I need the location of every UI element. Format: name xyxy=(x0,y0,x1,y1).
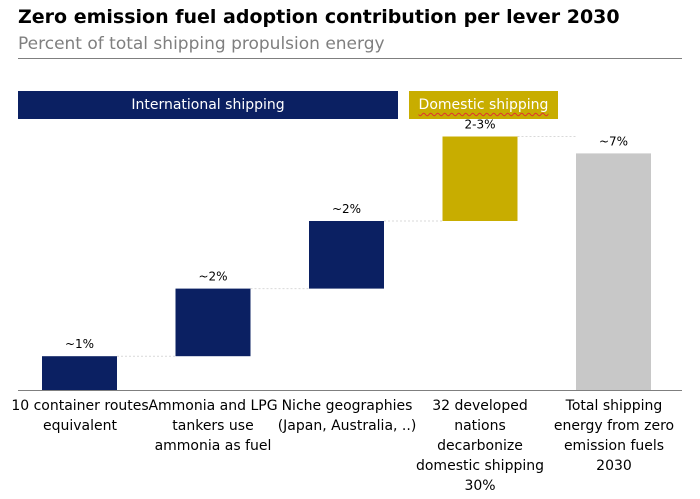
bar-niche-geographies xyxy=(309,221,384,289)
data-label-total: ~7% xyxy=(599,134,628,148)
bar-developed-nations xyxy=(442,136,518,221)
category-label-developed-nations: 32 developed nations decarbonize domesti… xyxy=(415,398,544,494)
category-label-niche-geographies: Niche geographies (Japan, Australia, ..) xyxy=(277,398,417,434)
data-label-container-routes: ~1% xyxy=(65,337,94,351)
category-label-container-routes: 10 container routes equivalent xyxy=(11,398,149,434)
domestic-shipping-label: Domestic shipping xyxy=(418,97,549,113)
domestic-shipping-banner: Domestic shipping xyxy=(409,91,558,119)
data-label-niche-geographies: ~2% xyxy=(332,202,361,216)
bar-total xyxy=(576,153,651,390)
bar-container-routes xyxy=(42,356,117,390)
category-label-ammonia-lpg: Ammonia and LPG tankers use ammonia as f… xyxy=(148,398,278,454)
chart-title: Zero emission fuel adoption contribution… xyxy=(18,6,620,28)
title-divider xyxy=(18,58,682,59)
international-shipping-banner: International shipping xyxy=(18,91,398,119)
international-shipping-label: International shipping xyxy=(131,97,285,113)
category-label-total: Total shipping energy from zero emission… xyxy=(553,398,675,474)
bar-ammonia-lpg xyxy=(175,288,251,357)
chart-subtitle: Percent of total shipping propulsion ene… xyxy=(18,34,385,54)
data-label-ammonia-lpg: ~2% xyxy=(198,270,227,284)
data-label-developed-nations: 2-3% xyxy=(464,118,495,132)
